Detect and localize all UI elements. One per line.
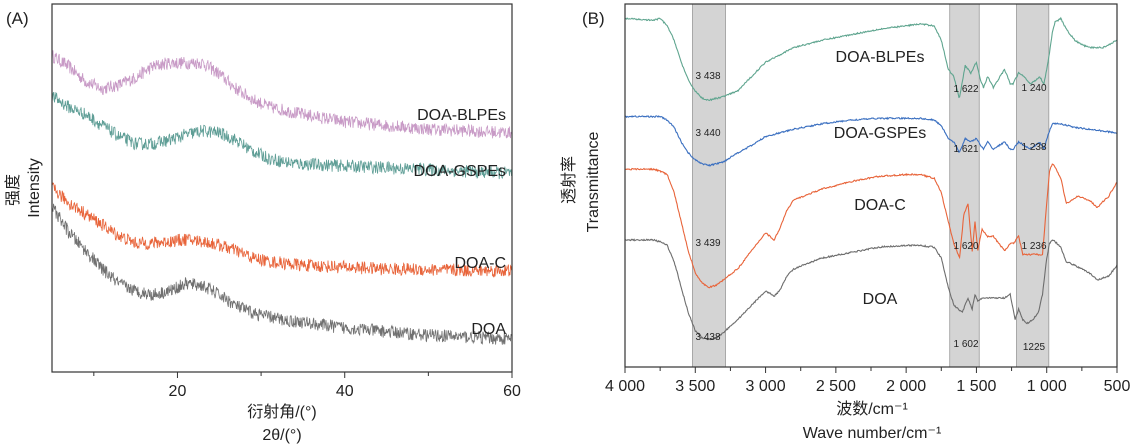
x-tick-label: 1 500	[956, 378, 996, 395]
label-doa: DOA	[471, 321, 506, 338]
label-doa-gspes: DOA-GSPEs	[414, 163, 506, 180]
peak-label: 3 438	[695, 71, 720, 82]
label-doa-c: DOA-C	[454, 255, 506, 272]
x-tick-label: 2 000	[886, 378, 926, 395]
peak-label: 1225	[1023, 342, 1046, 353]
label-doa: DOA	[863, 291, 898, 308]
peak-label: 1 238	[1021, 142, 1046, 153]
peak-label: 1 236	[1021, 241, 1046, 252]
peak-label: 1 621	[953, 144, 978, 155]
panel-b-series-labels: DOA-BLPEs DOA-GSPEs DOA-C DOA	[834, 49, 926, 308]
panel-a-ylabel-cn: 强度	[4, 174, 22, 206]
label-doa-blpes: DOA-BLPEs	[836, 49, 925, 66]
panel-a-series	[51, 50, 513, 345]
x-tick-label: 3 500	[675, 378, 715, 395]
peak-label: 3 440	[695, 128, 720, 139]
panel-b-ylabel: Transmittance	[585, 132, 602, 233]
panel-b-peak-labels: 3 438 3 440 3 439 3 438 1 622 1 621 1 620 1 602…	[695, 71, 1046, 353]
panel-a-xlabel: 2θ/(°)	[262, 427, 301, 444]
label-doa-blpes: DOA-BLPEs	[417, 107, 506, 124]
peak-label: 3 438	[695, 332, 720, 343]
panel-b-label: (B)	[582, 9, 605, 28]
panel-a-label: (A)	[6, 9, 29, 28]
x-tick-label: 4 000	[605, 378, 645, 395]
x-tick-label: 20	[169, 383, 187, 400]
panel-b-x-ticks: 4 000 3 500 3 000 2 500 2 000 1 500 1 000 500	[605, 367, 1130, 395]
highlight-band	[949, 3, 980, 368]
panel-a-frame	[51, 3, 513, 373]
highlight-band	[692, 3, 726, 368]
series-doa-blpes-line	[624, 16, 1117, 102]
panel-b-series	[624, 16, 1118, 341]
panel-a-xlabel-cn: 衍射角/(°)	[247, 403, 317, 421]
x-tick-label: 40	[336, 383, 354, 400]
panel-a-x-ticks: 20 40 60	[93, 372, 521, 400]
series-doa-c-line	[624, 163, 1118, 289]
peak-label: 1 240	[1021, 83, 1046, 94]
peak-label: 1 602	[953, 339, 978, 350]
x-tick-label: 2 500	[816, 378, 856, 395]
x-tick-label: 500	[1104, 378, 1131, 395]
series-doa-gspes-line	[51, 91, 513, 180]
panel-b-xlabel: Wave number/cm⁻¹	[803, 425, 942, 442]
x-tick-label: 3 000	[746, 378, 786, 395]
panel-b-xlabel-cn: 波数/cm⁻¹	[836, 400, 908, 418]
highlight-band	[1016, 3, 1050, 368]
series-doa-gspes-line	[624, 115, 1118, 167]
series-doa-line	[51, 203, 513, 345]
label-doa-gspes: DOA-GSPEs	[834, 125, 926, 142]
panel-a-series-labels: DOA-BLPEs DOA-GSPEs DOA-C DOA	[414, 107, 507, 338]
label-doa-c: DOA-C	[854, 197, 906, 214]
peak-label: 1 622	[953, 84, 978, 95]
series-doa-blpes-line	[51, 50, 513, 139]
peak-label: 1 620	[953, 241, 978, 252]
panel-a-ylabel: Intensity	[26, 158, 43, 218]
panel-b: (B) 4 000 3 500 3 000 2 500 2 000 1 500 1 000 5…	[560, 3, 1130, 442]
series-doa-line	[624, 238, 1118, 341]
series-doa-c-line	[51, 182, 513, 278]
panel-b-ylabel-cn: 透射率	[560, 156, 578, 204]
panel-a: (A) 20 40 60 DOA-BLPEs DOA-GSPEs DOA-C DOA 衍射…	[4, 3, 521, 444]
peak-label: 3 439	[695, 238, 720, 249]
x-tick-label: 1 000	[1027, 378, 1067, 395]
x-tick-label: 60	[503, 383, 521, 400]
